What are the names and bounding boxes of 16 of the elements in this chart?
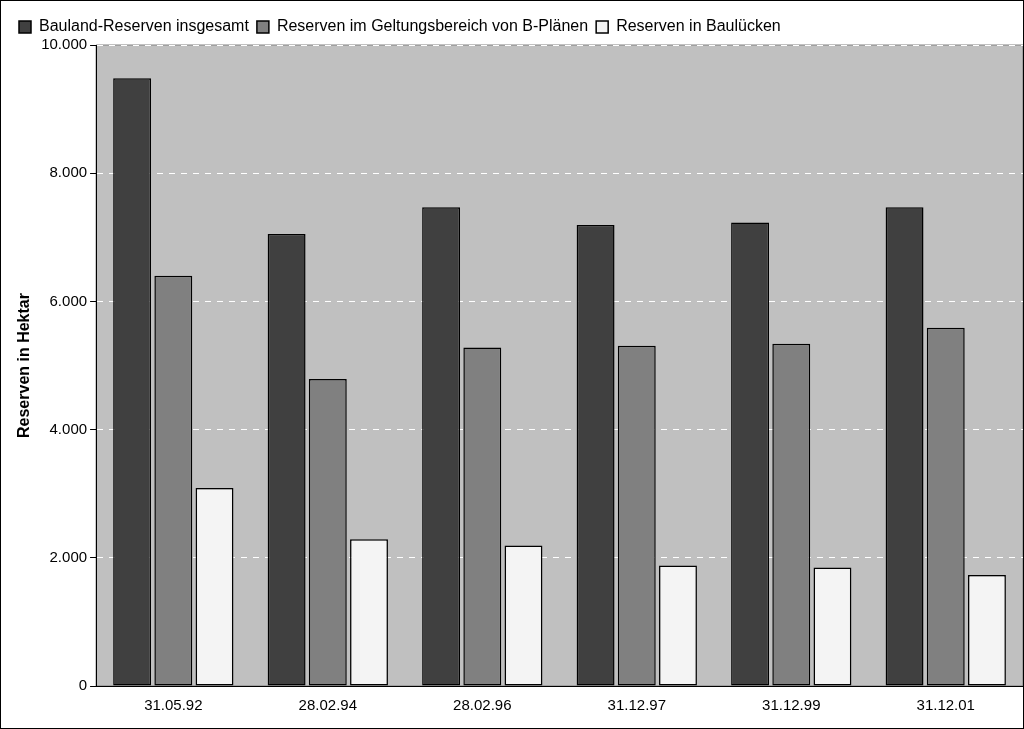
- y-axis-title: Reserven in Hektar: [15, 293, 33, 438]
- y-tick-label: 2.000: [49, 547, 88, 565]
- x-tick-label: 31.05.92: [144, 696, 203, 714]
- x-tick-label: 28.02.94: [298, 696, 357, 714]
- y-tick-label: 10.000: [41, 35, 88, 53]
- legend-label: Reserven in Baulücken: [616, 17, 781, 35]
- x-tick-label: 31.12.01: [916, 696, 975, 714]
- x-tick-label: 28.02.96: [453, 696, 512, 714]
- legend-label: Bauland-Reserven insgesamt: [39, 17, 250, 35]
- y-tick-label: 8.000: [49, 163, 88, 181]
- y-tick-label: 4.000: [49, 419, 88, 437]
- x-tick-label: 31.12.97: [607, 696, 666, 714]
- legend-label: Reserven im Geltungsbereich von B-Plänen: [276, 17, 589, 35]
- x-tick-label: 31.12.99: [762, 696, 821, 714]
- y-tick-label: 6.000: [49, 291, 88, 309]
- y-tick-label: 0: [78, 676, 88, 694]
